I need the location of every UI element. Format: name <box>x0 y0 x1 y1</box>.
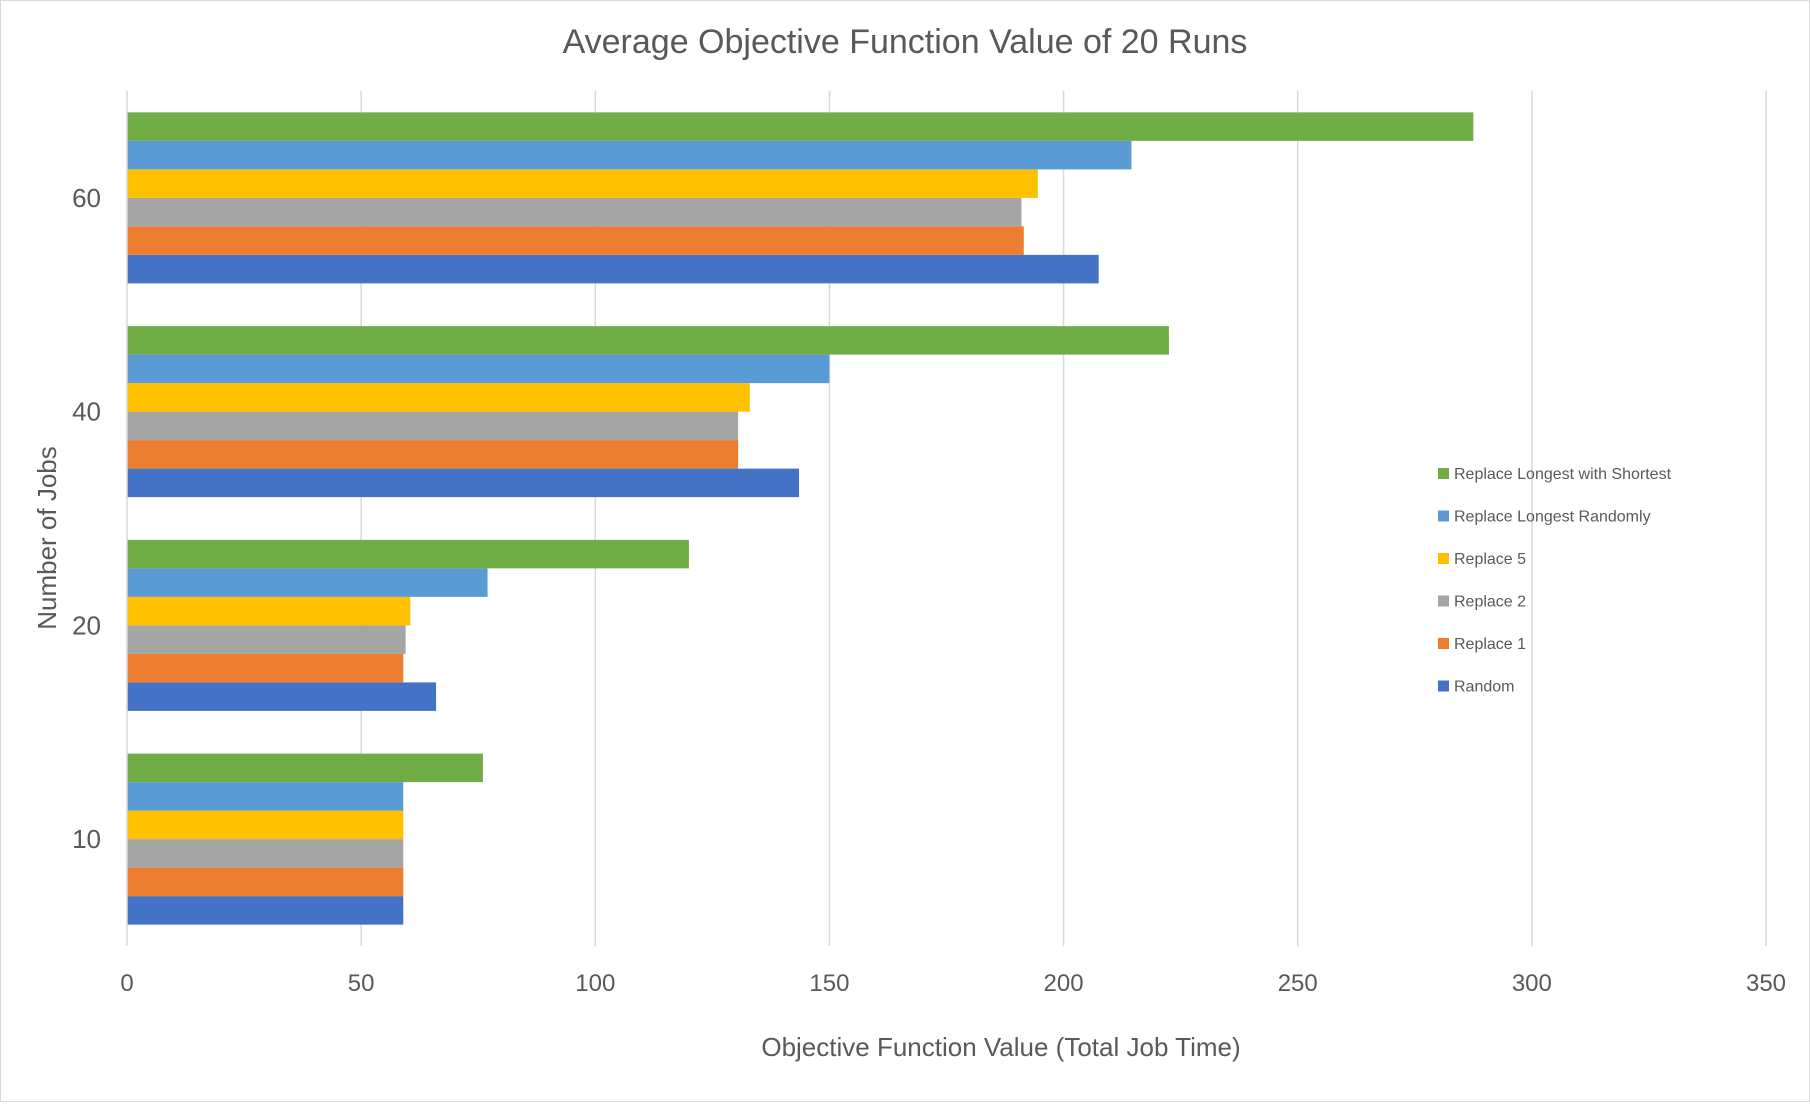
bar <box>127 411 739 441</box>
legend-swatch <box>1438 680 1449 692</box>
legend-swatch <box>1438 595 1449 607</box>
bar <box>127 254 1099 284</box>
bar <box>127 810 404 840</box>
bar <box>127 568 488 597</box>
bar <box>127 867 404 897</box>
bar <box>127 440 739 469</box>
chart-title: Average Objective Function Value of 20 R… <box>563 23 1248 61</box>
x-tick-label: 50 <box>348 970 375 997</box>
bar <box>127 468 799 498</box>
bars <box>127 112 1474 925</box>
legend-swatch <box>1438 638 1449 649</box>
x-tick-label: 250 <box>1278 970 1318 997</box>
bar <box>127 169 1038 198</box>
bar <box>127 140 1132 170</box>
legend-label: Replace Longest with Shortest <box>1454 466 1672 483</box>
bar <box>127 226 1024 255</box>
axes: 0 50 100 150 200 250 300 350 10 20 40 60 <box>72 91 1786 997</box>
legend-label: Replace 5 <box>1454 551 1526 568</box>
bar <box>127 112 1474 141</box>
legend-label: Replace 2 <box>1454 594 1526 611</box>
legend-label: Replace Longest Randomly <box>1454 509 1651 526</box>
x-tick-label: 100 <box>575 970 615 997</box>
y-tick-label: 40 <box>72 397 101 427</box>
y-tick-label: 20 <box>72 610 101 640</box>
x-tick-label: 300 <box>1512 970 1552 997</box>
bar <box>127 782 404 811</box>
x-tick-label: 350 <box>1746 970 1786 997</box>
bar <box>127 539 689 569</box>
x-tick-label: 200 <box>1044 970 1084 997</box>
y-tick-label: 10 <box>72 824 101 854</box>
bar <box>127 896 404 925</box>
x-tick-label: 0 <box>120 970 133 997</box>
legend-label: Random <box>1454 679 1514 696</box>
legend: Replace Longest with Shortest Replace Lon… <box>1438 466 1672 696</box>
bar <box>127 326 1169 355</box>
bar <box>127 625 406 654</box>
bar <box>127 197 1022 227</box>
legend-swatch <box>1438 553 1449 564</box>
bar <box>127 596 411 626</box>
bar <box>127 839 404 868</box>
bar <box>127 354 830 384</box>
bar <box>127 682 437 711</box>
bar <box>127 383 750 412</box>
legend-swatch <box>1438 510 1449 522</box>
bar <box>127 653 404 683</box>
y-axis-title: Number of Jobs <box>32 446 62 630</box>
legend-swatch <box>1438 468 1449 479</box>
x-axis-title: Objective Function Value (Total Job Time… <box>761 1032 1240 1062</box>
y-tick-label: 60 <box>72 183 101 213</box>
x-tick-label: 150 <box>809 970 849 997</box>
legend-label: Replace 1 <box>1454 636 1526 653</box>
bar <box>127 753 483 783</box>
